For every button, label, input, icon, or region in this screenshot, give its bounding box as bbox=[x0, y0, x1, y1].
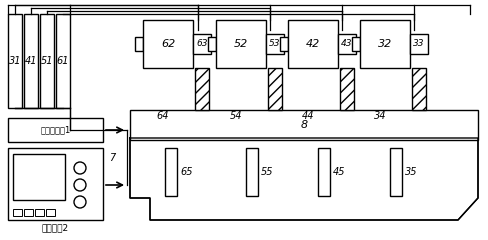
Bar bbox=[352, 37, 360, 51]
Bar bbox=[266, 34, 284, 54]
Bar bbox=[143, 20, 193, 68]
Text: 53: 53 bbox=[269, 40, 281, 48]
Bar bbox=[340, 68, 354, 110]
Text: 65: 65 bbox=[180, 167, 192, 177]
Text: 44: 44 bbox=[302, 111, 314, 121]
Bar bbox=[216, 20, 266, 68]
Text: 55: 55 bbox=[261, 167, 273, 177]
Bar bbox=[338, 34, 356, 54]
Text: 42: 42 bbox=[306, 39, 320, 49]
Bar bbox=[8, 118, 103, 142]
Bar bbox=[35, 209, 44, 216]
Bar bbox=[46, 209, 55, 216]
Bar bbox=[24, 209, 33, 216]
Bar bbox=[268, 68, 282, 110]
Bar bbox=[410, 34, 428, 54]
Bar bbox=[390, 148, 402, 196]
Text: 34: 34 bbox=[374, 111, 386, 121]
Text: 61: 61 bbox=[57, 56, 69, 66]
Bar bbox=[13, 154, 65, 200]
Bar bbox=[288, 20, 338, 68]
Text: 45: 45 bbox=[333, 167, 346, 177]
Text: 52: 52 bbox=[234, 39, 248, 49]
Bar bbox=[8, 14, 22, 108]
Bar bbox=[246, 148, 258, 196]
Text: 35: 35 bbox=[405, 167, 418, 177]
Bar bbox=[360, 20, 410, 68]
Bar bbox=[130, 110, 478, 140]
Text: 41: 41 bbox=[25, 56, 37, 66]
Bar bbox=[318, 148, 330, 196]
Bar bbox=[8, 148, 103, 220]
Text: 8: 8 bbox=[301, 120, 307, 130]
Text: 31: 31 bbox=[9, 56, 21, 66]
Text: 运动控制卡1: 运动控制卡1 bbox=[41, 126, 71, 134]
Bar bbox=[165, 148, 177, 196]
Text: 62: 62 bbox=[161, 39, 175, 49]
Text: 32: 32 bbox=[378, 39, 392, 49]
Bar bbox=[280, 37, 288, 51]
Text: 7: 7 bbox=[109, 153, 115, 163]
Bar bbox=[56, 14, 70, 108]
Bar bbox=[193, 34, 211, 54]
Bar bbox=[40, 14, 54, 108]
Text: 数控系统2: 数控系统2 bbox=[42, 223, 69, 233]
Bar bbox=[195, 68, 209, 110]
Text: 51: 51 bbox=[41, 56, 53, 66]
Text: 43: 43 bbox=[341, 40, 353, 48]
Polygon shape bbox=[130, 138, 478, 220]
Text: 64: 64 bbox=[157, 111, 169, 121]
Bar bbox=[208, 37, 216, 51]
Bar bbox=[412, 68, 426, 110]
Text: 63: 63 bbox=[196, 40, 208, 48]
Bar bbox=[13, 209, 22, 216]
Bar bbox=[135, 37, 143, 51]
Text: 33: 33 bbox=[413, 40, 425, 48]
Text: 54: 54 bbox=[230, 111, 242, 121]
Bar bbox=[24, 14, 38, 108]
